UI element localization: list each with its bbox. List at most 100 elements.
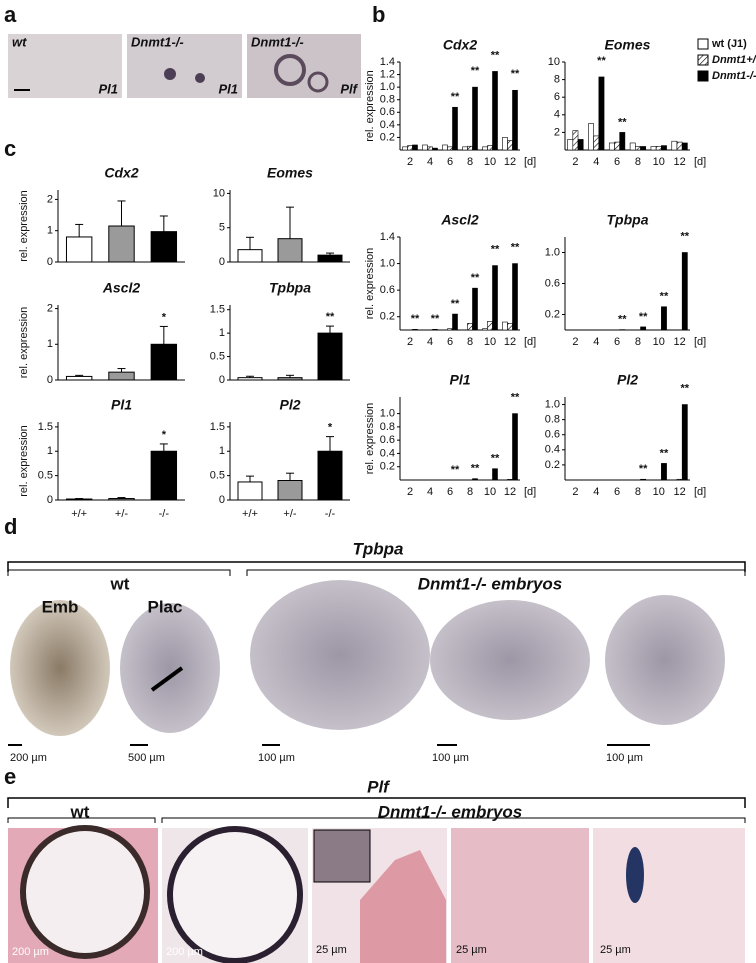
group-label: Dnmt1-/- embryos (378, 802, 523, 821)
legend-label: Dnmt1-/- (712, 70, 756, 82)
bar (447, 328, 453, 331)
x-tick-label: 2 (407, 156, 413, 168)
bar (108, 225, 135, 263)
bar (452, 106, 458, 151)
stain (274, 54, 306, 86)
bar (577, 139, 584, 151)
section-title: Tpbpa (353, 539, 404, 558)
y-tick-label: 1.5 (210, 304, 225, 316)
y-tick-label: 0 (219, 494, 225, 506)
bar (676, 478, 683, 481)
photo (430, 600, 590, 720)
bar (482, 328, 488, 331)
x-tick-label: 4 (427, 486, 433, 498)
y-tick-label: 0.4 (545, 444, 560, 456)
bar (150, 231, 178, 263)
x-tick-label: 4 (593, 156, 599, 168)
y-tick-label: 0.2 (380, 311, 395, 323)
bar (237, 481, 263, 501)
y-tick-label: 1.5 (38, 421, 53, 433)
bar (681, 252, 688, 331)
y-tick-label: 10 (213, 187, 225, 199)
x-tick-label: 6 (614, 486, 620, 498)
bar (567, 139, 574, 151)
chart-title: Ascl2 (102, 280, 141, 296)
significance: ** (597, 55, 606, 67)
significance: * (162, 429, 167, 441)
legend-swatch (697, 70, 709, 82)
y-tick-label: 0.6 (545, 277, 560, 289)
bar (661, 306, 667, 331)
bar (588, 123, 594, 151)
significance: ** (451, 464, 460, 476)
bar (572, 130, 579, 151)
y-tick-label: 0.2 (545, 459, 560, 471)
significance: ** (681, 382, 690, 394)
significance: ** (471, 65, 480, 77)
bar (512, 413, 518, 481)
y-tick-label: 0.2 (380, 131, 395, 143)
section-title: Plf (367, 777, 391, 796)
scale-label: 200 µm (10, 752, 47, 764)
chart-title: Cdx2 (443, 37, 477, 53)
bar (277, 238, 303, 263)
bar (432, 147, 438, 151)
chart-title: Pl2 (617, 372, 638, 388)
chart-title: Eomes (605, 37, 651, 53)
significance: * (328, 422, 333, 434)
x-tick-label: 6 (447, 156, 453, 168)
x-tick-label: 10 (484, 486, 496, 498)
bar (681, 142, 688, 151)
bar (487, 145, 493, 151)
y-axis-label: rel. expression (364, 70, 376, 142)
x-tick-label: 12 (673, 336, 685, 348)
significance: ** (471, 463, 480, 475)
y-tick-label: 1 (47, 445, 53, 457)
bar (442, 144, 448, 151)
significance: ** (660, 447, 669, 459)
chart-title: Pl1 (449, 372, 470, 388)
y-tick-label: 0.6 (380, 284, 395, 296)
bracket (7, 817, 156, 823)
scale-label: 100 µm (432, 752, 469, 764)
bar (598, 76, 605, 151)
x-tick-label: 2 (407, 336, 413, 348)
y-tick-label: 1.4 (380, 56, 395, 68)
bar (502, 321, 508, 331)
bar (472, 86, 478, 151)
bar (502, 137, 508, 151)
scale-label: 25 µm (600, 944, 631, 956)
y-tick-label: 0 (47, 374, 53, 386)
significance: ** (660, 291, 669, 303)
bar (593, 135, 600, 151)
bar (467, 323, 473, 331)
x-tick-label: 12 (504, 486, 516, 498)
scale-label: 500 µm (128, 752, 165, 764)
bar (655, 146, 662, 151)
panel-label: e (4, 764, 16, 789)
bracket (7, 561, 746, 572)
genotype: wt (12, 34, 27, 49)
y-tick-label: 0.6 (380, 434, 395, 446)
y-tick-label: 8 (554, 74, 560, 86)
y-tick-label: 1.0 (380, 81, 395, 93)
y-tick-label: 0.5 (38, 470, 53, 482)
bar (512, 89, 518, 151)
bar (317, 332, 343, 381)
bracket (7, 569, 231, 576)
bar (635, 146, 641, 151)
x-tick-label: +/- (283, 508, 296, 520)
bar (507, 323, 513, 331)
bar (487, 321, 493, 331)
x-tick-label: 12 (504, 336, 516, 348)
bar (462, 146, 468, 151)
x-tick-label: 2 (572, 156, 578, 168)
bar (452, 313, 458, 331)
y-tick-label: 0.5 (210, 350, 225, 362)
x-tick-label: +/- (115, 508, 128, 520)
scale-label: 200 µm (166, 946, 203, 958)
bar (65, 236, 93, 263)
legend-swatch (697, 38, 709, 50)
panel-label: b (372, 2, 385, 27)
bar (492, 265, 498, 331)
